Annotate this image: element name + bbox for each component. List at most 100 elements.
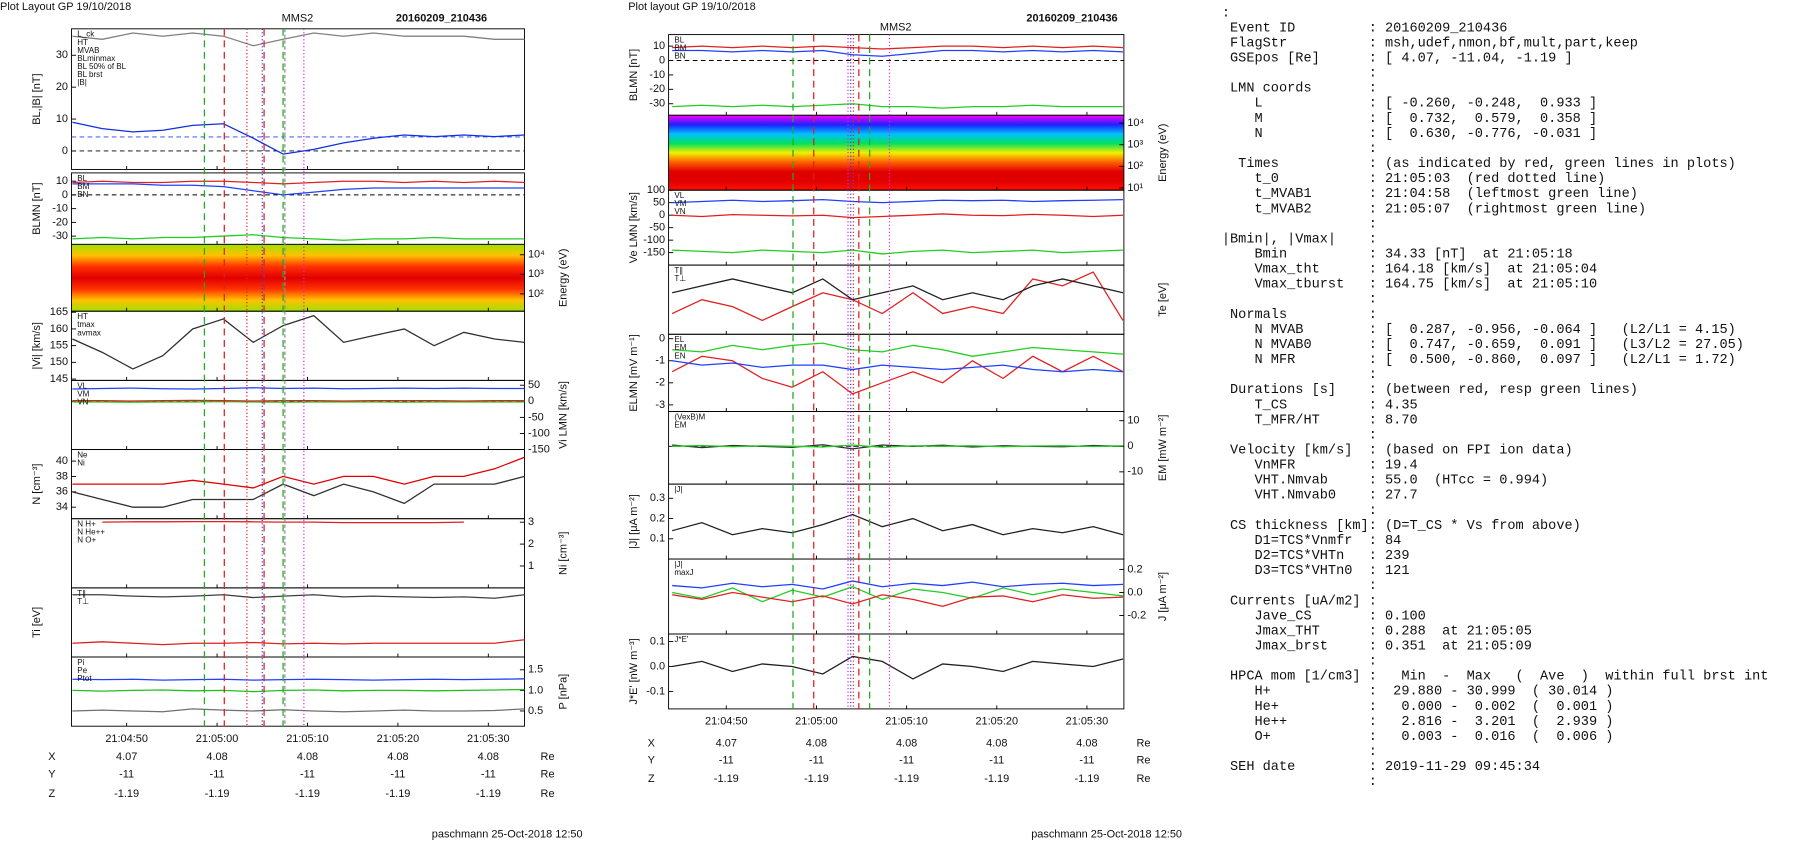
- position-value: 4.08: [387, 751, 408, 763]
- listing-line: :: [1222, 745, 1377, 760]
- y-tick-label: 0.5: [528, 705, 543, 717]
- trace: [72, 387, 525, 390]
- panel-frame: [71, 310, 525, 381]
- panel-frame: [71, 379, 525, 451]
- y-tick-label: 30: [56, 49, 68, 61]
- listing-line: :: [1222, 775, 1377, 790]
- listing-line: :: [1222, 6, 1230, 21]
- y-tick-label: 20: [56, 81, 68, 93]
- position-value: -11: [989, 755, 1004, 767]
- legend-entry: maxJ: [674, 568, 693, 577]
- position-value: 4.08: [297, 751, 318, 763]
- position-label: Z: [648, 773, 655, 785]
- y-axis-label: |Vi| [km/s]: [31, 322, 43, 369]
- y-tick-label: 150: [50, 356, 68, 368]
- x-tick-label: 21:04:50: [705, 715, 748, 727]
- trace: [72, 400, 525, 403]
- listing-line: :: [1222, 293, 1377, 308]
- y-tick-label: -10: [649, 69, 665, 81]
- trace: [672, 278, 1124, 301]
- legend-entry: L_ck: [77, 30, 95, 39]
- trace: [72, 180, 525, 185]
- trace: [72, 234, 525, 241]
- legend-entry: EM: [674, 343, 686, 352]
- y-tick-label: 10: [1127, 415, 1139, 427]
- trace: [72, 688, 525, 693]
- trace: [672, 580, 1123, 590]
- y-axis-label: Ve LMN [km/s]: [628, 192, 640, 263]
- trace: [72, 708, 525, 713]
- position-value: -1.19: [1074, 773, 1099, 785]
- y-tick-label: 0: [62, 145, 68, 157]
- listing-line: L : [ -0.260, -0.248, 0.933 ]: [1222, 97, 1597, 112]
- y-tick-label: 0.2: [650, 512, 665, 524]
- legend-entry: J*E': [674, 635, 689, 644]
- listing-line: Currents [uA/m2] :: [1222, 594, 1377, 609]
- position-value: 4.07: [116, 751, 137, 763]
- trace: [672, 342, 1124, 357]
- legend-entry: BL: [674, 35, 684, 44]
- listing-line: N : [ 0.630, -0.776, -0.031 ]: [1222, 127, 1597, 142]
- trace: [72, 314, 525, 370]
- y-axis-label: BL,|B| [nT]: [31, 73, 43, 124]
- trace: [672, 213, 1123, 219]
- listing-line: T_CS : 4.35: [1222, 398, 1418, 413]
- panel-frame: [668, 483, 1125, 560]
- y-tick-label: 0.1: [650, 635, 665, 647]
- legend-entry: VN: [674, 207, 685, 216]
- trace: [672, 103, 1123, 109]
- y-axis-label: Energy (eV): [1157, 124, 1169, 182]
- position-unit: Re: [1136, 755, 1150, 767]
- position-value: -11: [1079, 755, 1094, 767]
- listing-line: :: [1222, 142, 1377, 157]
- listing-line: H+ : 29.880 - 30.999 ( 30.014 ): [1222, 685, 1614, 700]
- trace: [72, 456, 525, 489]
- panel-frame: [668, 411, 1125, 485]
- listing-line: O+ : 0.003 - 0.016 ( 0.006 ): [1222, 730, 1614, 745]
- position-value: 4.07: [716, 737, 737, 749]
- y-tick-label: -30: [52, 230, 68, 242]
- legend-entry: VM: [674, 199, 686, 208]
- position-value: -1.19: [714, 773, 739, 785]
- trace: [671, 513, 1124, 536]
- listing-line: t_MVAB2 : 21:05:07 (rightmost green line…: [1222, 202, 1646, 217]
- trace: [672, 249, 1123, 255]
- legend-entry: Ne: [77, 450, 88, 459]
- listing-line: N MVAB : [ 0.287, -0.956, -0.064 ] (L2/L…: [1222, 323, 1736, 338]
- trace: [72, 594, 525, 599]
- trace: [672, 360, 1124, 373]
- position-value: 4.08: [206, 751, 227, 763]
- legend-entry: BM: [77, 182, 89, 191]
- trace: [672, 591, 1123, 607]
- trace: [672, 199, 1123, 204]
- x-tick-label: 21:05:10: [885, 715, 928, 727]
- y-tick-label: 0.3: [650, 492, 665, 504]
- listing-line: Durations [s] : (between red, resp green…: [1222, 383, 1638, 398]
- event-id: 20160209_210436: [1026, 12, 1117, 24]
- x-tick-label: 21:05:20: [975, 715, 1018, 727]
- panel-frame: [71, 587, 525, 658]
- legend-entry: Ni: [77, 459, 85, 468]
- y-tick-label: 10⁴: [528, 249, 545, 261]
- legend-entry: N H+: [77, 520, 96, 529]
- listing-line: Jmax_THT : 0.288 at 21:05:05: [1222, 624, 1532, 639]
- panel-frame: [71, 656, 525, 727]
- position-unit: Re: [541, 751, 555, 763]
- spectrogram: [668, 115, 1124, 191]
- legend-entry: |B|: [77, 78, 87, 87]
- listing-line: :: [1222, 504, 1377, 519]
- position-label: Y: [48, 768, 56, 780]
- plot-header: Plot Layout GP 19/10/2018: [0, 1, 131, 13]
- y-tick-label: 1.0: [528, 684, 543, 696]
- legend-entry: (VexB)M: [674, 412, 705, 421]
- listing-line: GSEpos [Re] : [ 4.07, -11.04, -1.19 ]: [1222, 52, 1573, 67]
- position-label: X: [648, 737, 656, 749]
- plot-title: MMS2: [282, 12, 314, 24]
- y-tick-label: 0.0: [1127, 586, 1142, 598]
- y-tick-label: -10: [52, 203, 68, 215]
- y-tick-label: -100: [643, 234, 665, 246]
- y-tick-label: 100: [647, 184, 665, 196]
- legend-entry: EM: [674, 420, 686, 429]
- y-tick-label: 10³: [1127, 139, 1143, 151]
- position-unit: Re: [541, 788, 555, 800]
